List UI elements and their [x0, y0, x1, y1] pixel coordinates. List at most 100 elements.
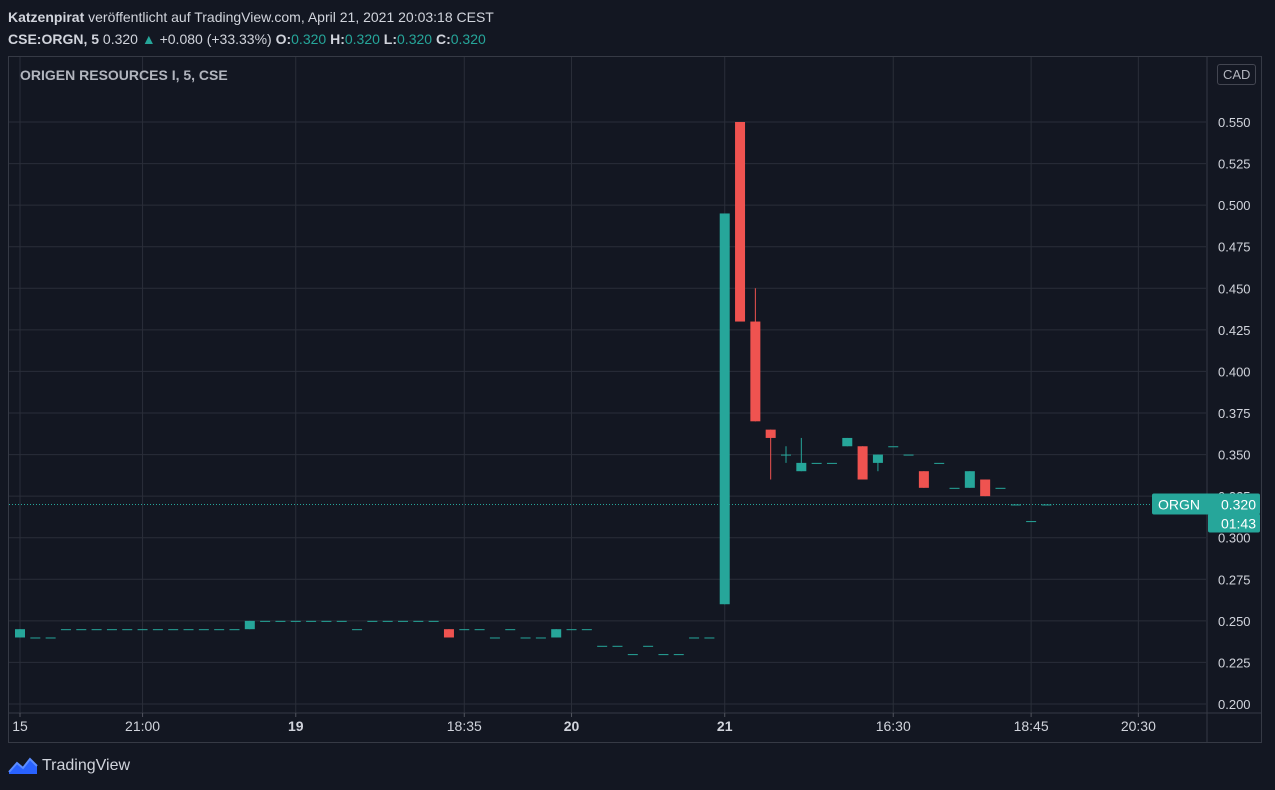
candle-body	[643, 645, 654, 647]
chart-frame	[8, 56, 1262, 743]
candle-body	[796, 462, 807, 472]
chart-title: ORIGEN RESOURCES I, 5, CSE	[20, 67, 228, 83]
candle-body	[949, 487, 960, 489]
candle-body	[137, 629, 148, 631]
candle-body	[122, 629, 133, 631]
candle	[719, 213, 730, 605]
candle	[321, 620, 332, 622]
candle	[260, 620, 271, 622]
candle	[505, 629, 516, 631]
candle	[949, 487, 960, 489]
candle-body	[1026, 521, 1037, 523]
candle-body	[888, 446, 899, 448]
candle	[306, 620, 317, 622]
candle	[995, 487, 1006, 489]
grid-lines	[9, 57, 1206, 713]
y-tick-label: 0.250	[1218, 614, 1251, 629]
y-tick-label: 0.225	[1218, 655, 1251, 670]
countdown-badge-bg	[1208, 513, 1260, 533]
candle-body	[842, 437, 853, 447]
candle	[45, 637, 56, 639]
author-name[interactable]: Katzenpirat	[8, 9, 85, 25]
candle-body	[30, 637, 41, 639]
candle	[367, 620, 378, 622]
y-tick-label: 0.300	[1218, 531, 1251, 546]
publish-info: veröffentlicht auf TradingView.com, Apri…	[88, 9, 494, 25]
candle	[857, 446, 868, 480]
candle	[168, 629, 179, 631]
candle-body	[964, 471, 975, 488]
candle-body	[918, 471, 929, 488]
price-axis[interactable]: 0.2000.2250.2500.2750.3000.3250.3500.375…	[1206, 57, 1251, 742]
candle	[826, 462, 837, 464]
candle-body	[106, 629, 117, 631]
footer-brand-name: TradingView	[42, 757, 131, 774]
candle	[290, 620, 301, 622]
candle	[597, 645, 608, 647]
candle	[137, 629, 148, 631]
high-value: 0.320	[344, 31, 380, 47]
x-tick-label: 19	[288, 718, 304, 734]
publish-line: Katzenpirat veröffentlicht auf TradingVi…	[8, 6, 494, 28]
candle	[980, 479, 991, 497]
x-tick-label: 21	[717, 718, 733, 734]
candle	[398, 620, 408, 622]
x-tick-label: 18:45	[1014, 718, 1049, 734]
candle	[1010, 504, 1021, 506]
candle-body	[535, 637, 546, 639]
candle	[122, 629, 133, 631]
candle-body	[290, 620, 301, 622]
candle-body	[459, 629, 470, 631]
price-badge-countdown: 01:43	[1221, 515, 1256, 531]
last-price: 0.320	[102, 31, 138, 47]
candle	[275, 620, 286, 622]
candle-body	[306, 620, 317, 622]
candle	[1026, 521, 1037, 523]
candle-body	[597, 645, 608, 647]
candle-body	[244, 620, 255, 630]
candle	[566, 629, 577, 631]
price-badge-symbol: ORGN	[1158, 496, 1200, 512]
candle-body	[15, 629, 25, 638]
y-tick-label: 0.475	[1218, 240, 1251, 255]
y-tick-label: 0.425	[1218, 323, 1251, 338]
price-badge: ORGN 0.320 01:43	[1152, 493, 1260, 533]
candle-body	[781, 454, 791, 456]
candle	[30, 637, 41, 639]
candle	[336, 620, 347, 622]
candle-body	[367, 620, 378, 622]
candle-body	[566, 629, 577, 631]
candle-body	[505, 629, 516, 631]
currency-label[interactable]: CAD	[1217, 64, 1257, 85]
y-tick-label: 0.400	[1218, 364, 1251, 379]
candle	[964, 471, 975, 488]
candle-body	[627, 654, 638, 656]
candle	[535, 637, 546, 639]
candle	[934, 462, 945, 464]
candle-body	[413, 620, 424, 622]
candle-body	[275, 620, 286, 622]
candle	[627, 654, 638, 656]
footer-brand[interactable]: TradingView	[8, 756, 130, 776]
candle	[15, 629, 25, 638]
y-tick-label: 0.200	[1218, 697, 1251, 712]
candle	[612, 645, 623, 647]
candle-body	[489, 637, 500, 639]
chart-header: Katzenpirat veröffentlicht auf TradingVi…	[8, 6, 494, 50]
candle	[91, 629, 102, 631]
candle	[229, 629, 240, 631]
candle-body	[934, 462, 945, 464]
y-tick-label: 0.375	[1218, 406, 1251, 421]
candle	[903, 454, 914, 456]
candle	[443, 629, 454, 638]
candle-body	[581, 629, 592, 631]
candle	[1041, 504, 1052, 506]
candle	[765, 429, 776, 480]
candle-body	[612, 645, 623, 647]
x-tick-label: 21:00	[125, 718, 160, 734]
y-tick-label: 0.525	[1218, 157, 1251, 172]
price-badge-value: 0.320	[1221, 496, 1256, 512]
time-axis[interactable]: 15 21:00 19 18:35 20 21 16:30 18:45 20:30	[9, 712, 1261, 734]
candle-body	[152, 629, 163, 631]
